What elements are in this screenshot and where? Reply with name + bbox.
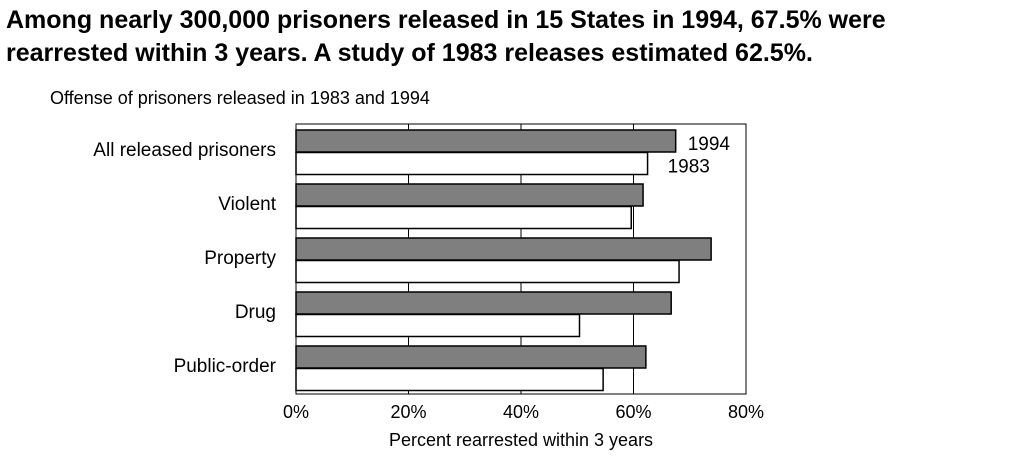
chart-title: Offense of prisoners released in 1983 an… <box>50 88 430 108</box>
bar-1994-violent <box>295 183 644 207</box>
bar-1994-property <box>295 237 712 261</box>
x-axis-label: Percent rearrested within 3 years <box>389 430 653 450</box>
bar-1994-drug <box>295 291 672 315</box>
bar-1983-violent <box>295 205 632 230</box>
bar-1983-all-released-prisoners <box>295 151 649 176</box>
x-tick-label: 0% <box>283 402 309 422</box>
bar-1983-property <box>295 259 680 284</box>
bar-1983-drug <box>295 313 581 338</box>
legend-label-1983: 1983 <box>668 157 710 178</box>
category-label: Property <box>204 248 276 269</box>
x-tick-label: 20% <box>390 402 426 422</box>
bar-1983-public-order <box>295 367 604 392</box>
category-label: Drug <box>235 302 276 323</box>
category-label: Public-order <box>174 356 277 377</box>
legend-label-1994: 1994 <box>688 134 731 155</box>
bar-1994-all-released-prisoners <box>295 129 677 153</box>
category-label: Violent <box>218 194 276 215</box>
bar-1994-public-order <box>295 345 647 369</box>
x-tick-label: 60% <box>615 402 651 422</box>
x-tick-label: 40% <box>503 402 539 422</box>
headline: Among nearly 300,000 prisoners released … <box>6 4 1016 70</box>
category-label: All released prisoners <box>93 140 276 161</box>
x-tick-label: 80% <box>728 402 764 422</box>
headline-line-1: Among nearly 300,000 prisoners released … <box>6 6 886 34</box>
headline-line-2: rearrested within 3 years. A study of 19… <box>6 39 813 67</box>
